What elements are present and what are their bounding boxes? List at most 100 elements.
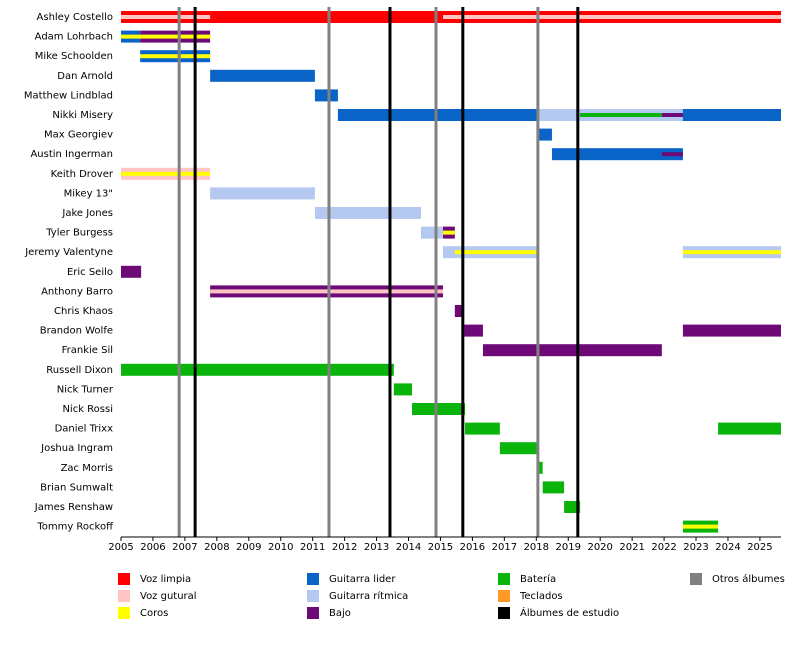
role-stripe (121, 15, 211, 19)
member-name: Anthony Barro (41, 286, 113, 297)
legend-label: Bajo (329, 608, 351, 619)
legend-swatch (307, 573, 319, 585)
role-bar (121, 265, 142, 278)
role-bar (464, 324, 483, 337)
role-bar (499, 442, 538, 455)
member-name: Austin Ingerman (30, 149, 113, 160)
legend-label: Guitarra lider (329, 574, 396, 585)
member-name: Ashley Costello (37, 12, 113, 23)
member-name: Jeremy Valentyne (24, 247, 113, 258)
legend-swatch (118, 607, 130, 619)
member-name: Matthew Lindblad (24, 90, 113, 101)
legend-swatch (498, 607, 510, 619)
x-tick-label: 2007 (172, 542, 197, 553)
member-name: Brian Sumwalt (40, 482, 113, 493)
role-bar (718, 422, 781, 435)
x-tick-label: 2019 (556, 542, 581, 553)
role-bar (210, 69, 315, 82)
member-name: Mikey 13" (64, 188, 113, 199)
legend-swatch (498, 573, 510, 585)
role-bar (482, 344, 662, 357)
member-name: Nick Turner (57, 384, 114, 395)
role-stripe (682, 524, 719, 529)
role-bar (420, 226, 444, 239)
role-stripe (580, 113, 662, 117)
legend-label: Coros (140, 608, 168, 619)
x-tick-label: 2012 (332, 542, 357, 553)
x-tick-label: 2014 (396, 542, 421, 553)
member-name: Joshua Ingram (40, 443, 113, 454)
role-bar (465, 422, 500, 435)
x-tick-label: 2006 (140, 542, 165, 553)
member-name: James Renshaw (34, 502, 113, 513)
legend-swatch (118, 590, 130, 602)
role-stripe (210, 289, 444, 294)
member-name: Tyler Burgess (45, 228, 113, 239)
role-bar (314, 89, 338, 102)
legend-label: Otros álbumes (712, 573, 785, 585)
role-stripe (443, 15, 781, 19)
role-bar (412, 403, 466, 415)
member-name: Russell Dixon (46, 365, 113, 376)
legend-label: Álbumes de estudio (520, 606, 619, 619)
x-tick-label: 2010 (268, 542, 293, 553)
role-stripe (454, 250, 537, 255)
member-name: Brandon Wolfe (40, 326, 113, 337)
member-name: Max Georgiev (44, 130, 113, 141)
role-bar (542, 481, 565, 494)
role-bar (537, 461, 543, 474)
x-tick-label: 2013 (364, 542, 389, 553)
legend-swatch (307, 590, 319, 602)
x-tick-label: 2025 (747, 542, 772, 553)
role-stripe (661, 152, 683, 157)
x-tick-label: 2011 (300, 542, 325, 553)
role-stripe (121, 34, 211, 39)
x-tick-label: 2018 (524, 542, 549, 553)
member-name: Mike Schoolden (35, 51, 113, 62)
role-stripe (682, 250, 781, 255)
member-name: Zac Morris (61, 463, 113, 474)
role-bar (682, 324, 781, 337)
member-name: Tommy Rockoff (36, 522, 114, 533)
member-name: Nikki Misery (52, 110, 113, 121)
member-name: Frankie Sil (62, 345, 113, 356)
role-stripe (121, 171, 211, 176)
role-bar (393, 383, 413, 396)
legend-label: Batería (520, 573, 556, 585)
legend-swatch (118, 573, 130, 585)
role-bar (121, 363, 394, 376)
role-bar (314, 207, 421, 219)
legend-label: Teclados (519, 591, 563, 602)
member-name: Keith Drover (51, 169, 114, 180)
x-tick-label: 2009 (236, 542, 261, 553)
x-tick-label: 2005 (108, 542, 133, 553)
legend-label: Voz gutural (140, 591, 197, 602)
role-bar (564, 501, 581, 513)
role-bar (551, 148, 683, 161)
role-stripe (443, 230, 455, 235)
member-name: Dan Arnold (57, 71, 113, 82)
x-tick-label: 2021 (619, 542, 644, 553)
role-stripe (661, 113, 683, 117)
x-tick-label: 2023 (683, 542, 708, 553)
x-tick-label: 2022 (651, 542, 676, 553)
role-bar (536, 128, 552, 141)
role-bar (454, 305, 465, 317)
member-name: Jake Jones (61, 208, 113, 219)
x-tick-label: 2017 (492, 542, 517, 553)
legend-label: Voz limpia (140, 574, 191, 585)
member-name: Nick Rossi (62, 404, 113, 415)
legend-label: Guitarra rítmica (329, 590, 408, 602)
member-name: Adam Lohrbach (35, 32, 113, 43)
member-name: Chris Khaos (54, 306, 113, 317)
role-bar (210, 187, 315, 200)
member-name: Daniel Trixx (55, 424, 114, 435)
x-tick-label: 2024 (715, 542, 740, 553)
x-tick-label: 2008 (204, 542, 229, 553)
legend-swatch (498, 590, 510, 602)
x-tick-label: 2015 (428, 542, 453, 553)
x-tick-label: 2016 (460, 542, 485, 553)
member-name: Eric Seilo (67, 267, 113, 278)
x-tick-label: 2020 (587, 542, 612, 553)
